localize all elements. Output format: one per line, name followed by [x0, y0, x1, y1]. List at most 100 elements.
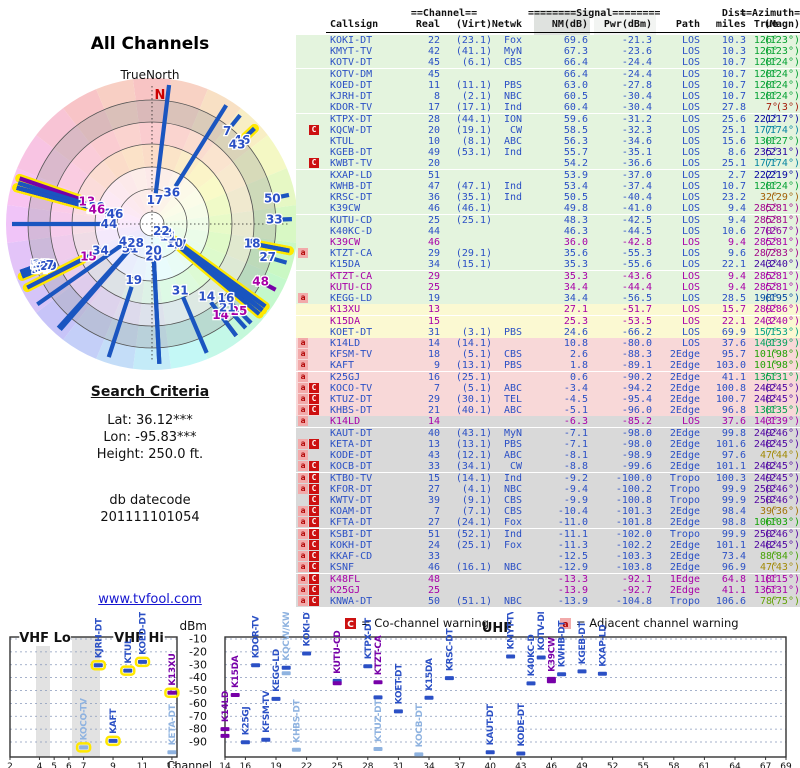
cell-nm: -5.1 — [563, 405, 588, 417]
cell-netwk: Ind — [503, 192, 522, 204]
header-col-magn: (Magn) — [763, 19, 800, 30]
cell-azmagn: (174°) — [763, 124, 800, 136]
cell-azmagn: (231°) — [763, 147, 800, 159]
radar-spoke — [209, 300, 238, 338]
cell-aztrue: 39° — [759, 506, 778, 518]
radar-spoke — [229, 301, 253, 325]
north-marker: N — [154, 88, 166, 103]
cochannel-warning-badge: C — [309, 506, 319, 517]
radar-spoke — [165, 233, 267, 308]
cell-miles: 10.3 — [721, 35, 746, 46]
cell-virt: (2.1) — [461, 91, 492, 103]
cell-path: 2Edge — [669, 450, 700, 462]
table-row: C KQCW-DT 20 (19.1) CW 58.5 -32.3 LOS 25.1 177° (1… — [296, 124, 800, 137]
header-azimuth-group: ==Azimuth== — [740, 8, 800, 19]
cell-aztrue: 221° — [753, 113, 778, 125]
table-row: KMYT-TV 42 (41.1) MyN 67.3 -23.6 LOS 10.3 126° (1… — [296, 46, 800, 59]
header-col-true: True — [753, 19, 778, 30]
cell-virt: (13.1) — [455, 360, 492, 372]
cell-path: LOS — [681, 35, 700, 46]
table-row: a C KHBS-DT 21 (40.1) ABC -5.1 -96.0 2Edge 96.8 13… — [296, 405, 800, 418]
cell-real: 31 — [427, 326, 440, 338]
cell-azmagn: (124°) — [763, 79, 800, 91]
cell-azmagn: (246°) — [763, 528, 800, 540]
radar-spoke — [240, 126, 256, 142]
table-row: a C K25GJ 25 -13.9 -92.7 2Edge 41.1 135° (131°) — [296, 584, 800, 597]
cell-pwr: -92.1 — [621, 573, 652, 585]
cell-netwk: NBC — [503, 483, 522, 495]
signal-bar — [137, 659, 147, 664]
signal-bar — [220, 727, 230, 732]
signal-bar — [444, 676, 454, 681]
signal-bar — [291, 747, 301, 752]
table-row: a KTZT-CA 29 (29.1) 35.6 -55.3 LOS 9.6 287° (283°… — [296, 248, 800, 261]
cell-netwk: NBC — [503, 596, 522, 607]
cell-netwk: Ind — [503, 472, 522, 484]
adjacent-warning-badge: a — [298, 573, 308, 584]
cell-pwr: -34.6 — [621, 135, 652, 147]
cochannel-warning-badge: C — [309, 124, 319, 135]
channel-tick-label: 43 — [515, 762, 526, 768]
station-label: KRSC-DT — [445, 628, 455, 672]
cell-callsign: KOCB-DT — [330, 461, 373, 473]
signal-bar — [424, 695, 434, 700]
cell-callsign: KHBS-DT — [330, 405, 373, 417]
cell-pwr: -102.2 — [615, 539, 652, 551]
channel-tick-label: 52 — [607, 762, 618, 768]
station-table: ==Channel== ========Signal======== Dist ==A… — [296, 2, 800, 610]
dbm-axis-label: dBm — [179, 619, 207, 633]
table-row: KOET-DT 31 (3.1) PBS 24.6 -66.2 LOS 69.9 157° (15… — [296, 326, 800, 339]
cell-aztrue: 222° — [753, 169, 778, 181]
cell-miles: 99.8 — [721, 427, 746, 439]
table-row: KUTU-CD 25 34.4 -44.4 LOS 9.4 285° (281°) — [296, 281, 800, 294]
adjacent-warning-badge: a — [298, 405, 308, 416]
signal-bar — [108, 738, 118, 743]
cell-path: 2Edge — [669, 551, 700, 563]
channel-tick-label: 5 — [51, 762, 57, 768]
cell-nm: 46.3 — [563, 225, 588, 237]
vhf-lo-label: VHF Lo — [19, 631, 71, 646]
cochannel-warning-badge: C — [309, 495, 319, 506]
signal-bar — [79, 745, 89, 750]
search-criteria: Search Criteria Lat: 36.12*** Lon: -95.8… — [25, 384, 275, 526]
cell-aztrue: 128° — [753, 91, 778, 103]
cell-nm: 35.3 — [563, 270, 588, 282]
adjacent-warning-badge: a — [298, 551, 308, 562]
cell-callsign: KTZT-CA — [330, 248, 373, 260]
table-row: KOED-DT 11 (11.1) PBS 63.0 -27.8 LOS 10.7 128° (1… — [296, 79, 800, 92]
cell-pwr: -96.0 — [621, 405, 652, 417]
cell-miles: 95.7 — [721, 349, 746, 361]
radar-channel-label: 17 — [147, 193, 164, 207]
adjacent-warning-badge: a — [298, 394, 308, 405]
cell-pwr: -51.7 — [621, 304, 652, 316]
cell-nm: -8.8 — [563, 461, 588, 473]
cell-miles: 9.4 — [727, 236, 746, 248]
cochannel-warning-badge: C — [309, 483, 319, 494]
radar-channel-label: 11 — [160, 230, 177, 244]
cell-netwk: CBS — [503, 506, 522, 518]
channel-axis-label: Channel — [167, 759, 212, 768]
cell-aztrue: 249° — [753, 427, 778, 439]
cell-virt: (40.1) — [455, 405, 492, 417]
tvfool-link[interactable]: www.tvfool.com — [98, 592, 202, 607]
cell-netwk: PBS — [503, 79, 522, 91]
cell-path: LOS — [681, 259, 700, 271]
cell-aztrue: 143° — [753, 416, 778, 428]
signal-bar — [557, 672, 567, 677]
cell-callsign: KTBO-TV — [330, 472, 373, 484]
legend-adjacent-box — [560, 618, 571, 629]
cell-path: 2Edge — [669, 562, 700, 574]
radar-channel-label: 34 — [92, 243, 109, 257]
radar-spoke — [258, 242, 290, 253]
cell-pwr: -100.2 — [615, 483, 652, 495]
adjacent-warning-badge: a — [298, 416, 308, 427]
cell-pwr: -103.3 — [615, 551, 652, 563]
adjacent-warning-badge: a — [298, 360, 308, 371]
radar-channel-label: 27 — [33, 257, 50, 271]
cell-miles: 2.7 — [727, 169, 746, 181]
cell-real: 51 — [427, 528, 440, 540]
station-label: KUTU-CD — [333, 631, 343, 674]
cell-callsign: KTZT-CA — [330, 270, 373, 282]
db-datecode-label: db datecode — [109, 493, 191, 508]
